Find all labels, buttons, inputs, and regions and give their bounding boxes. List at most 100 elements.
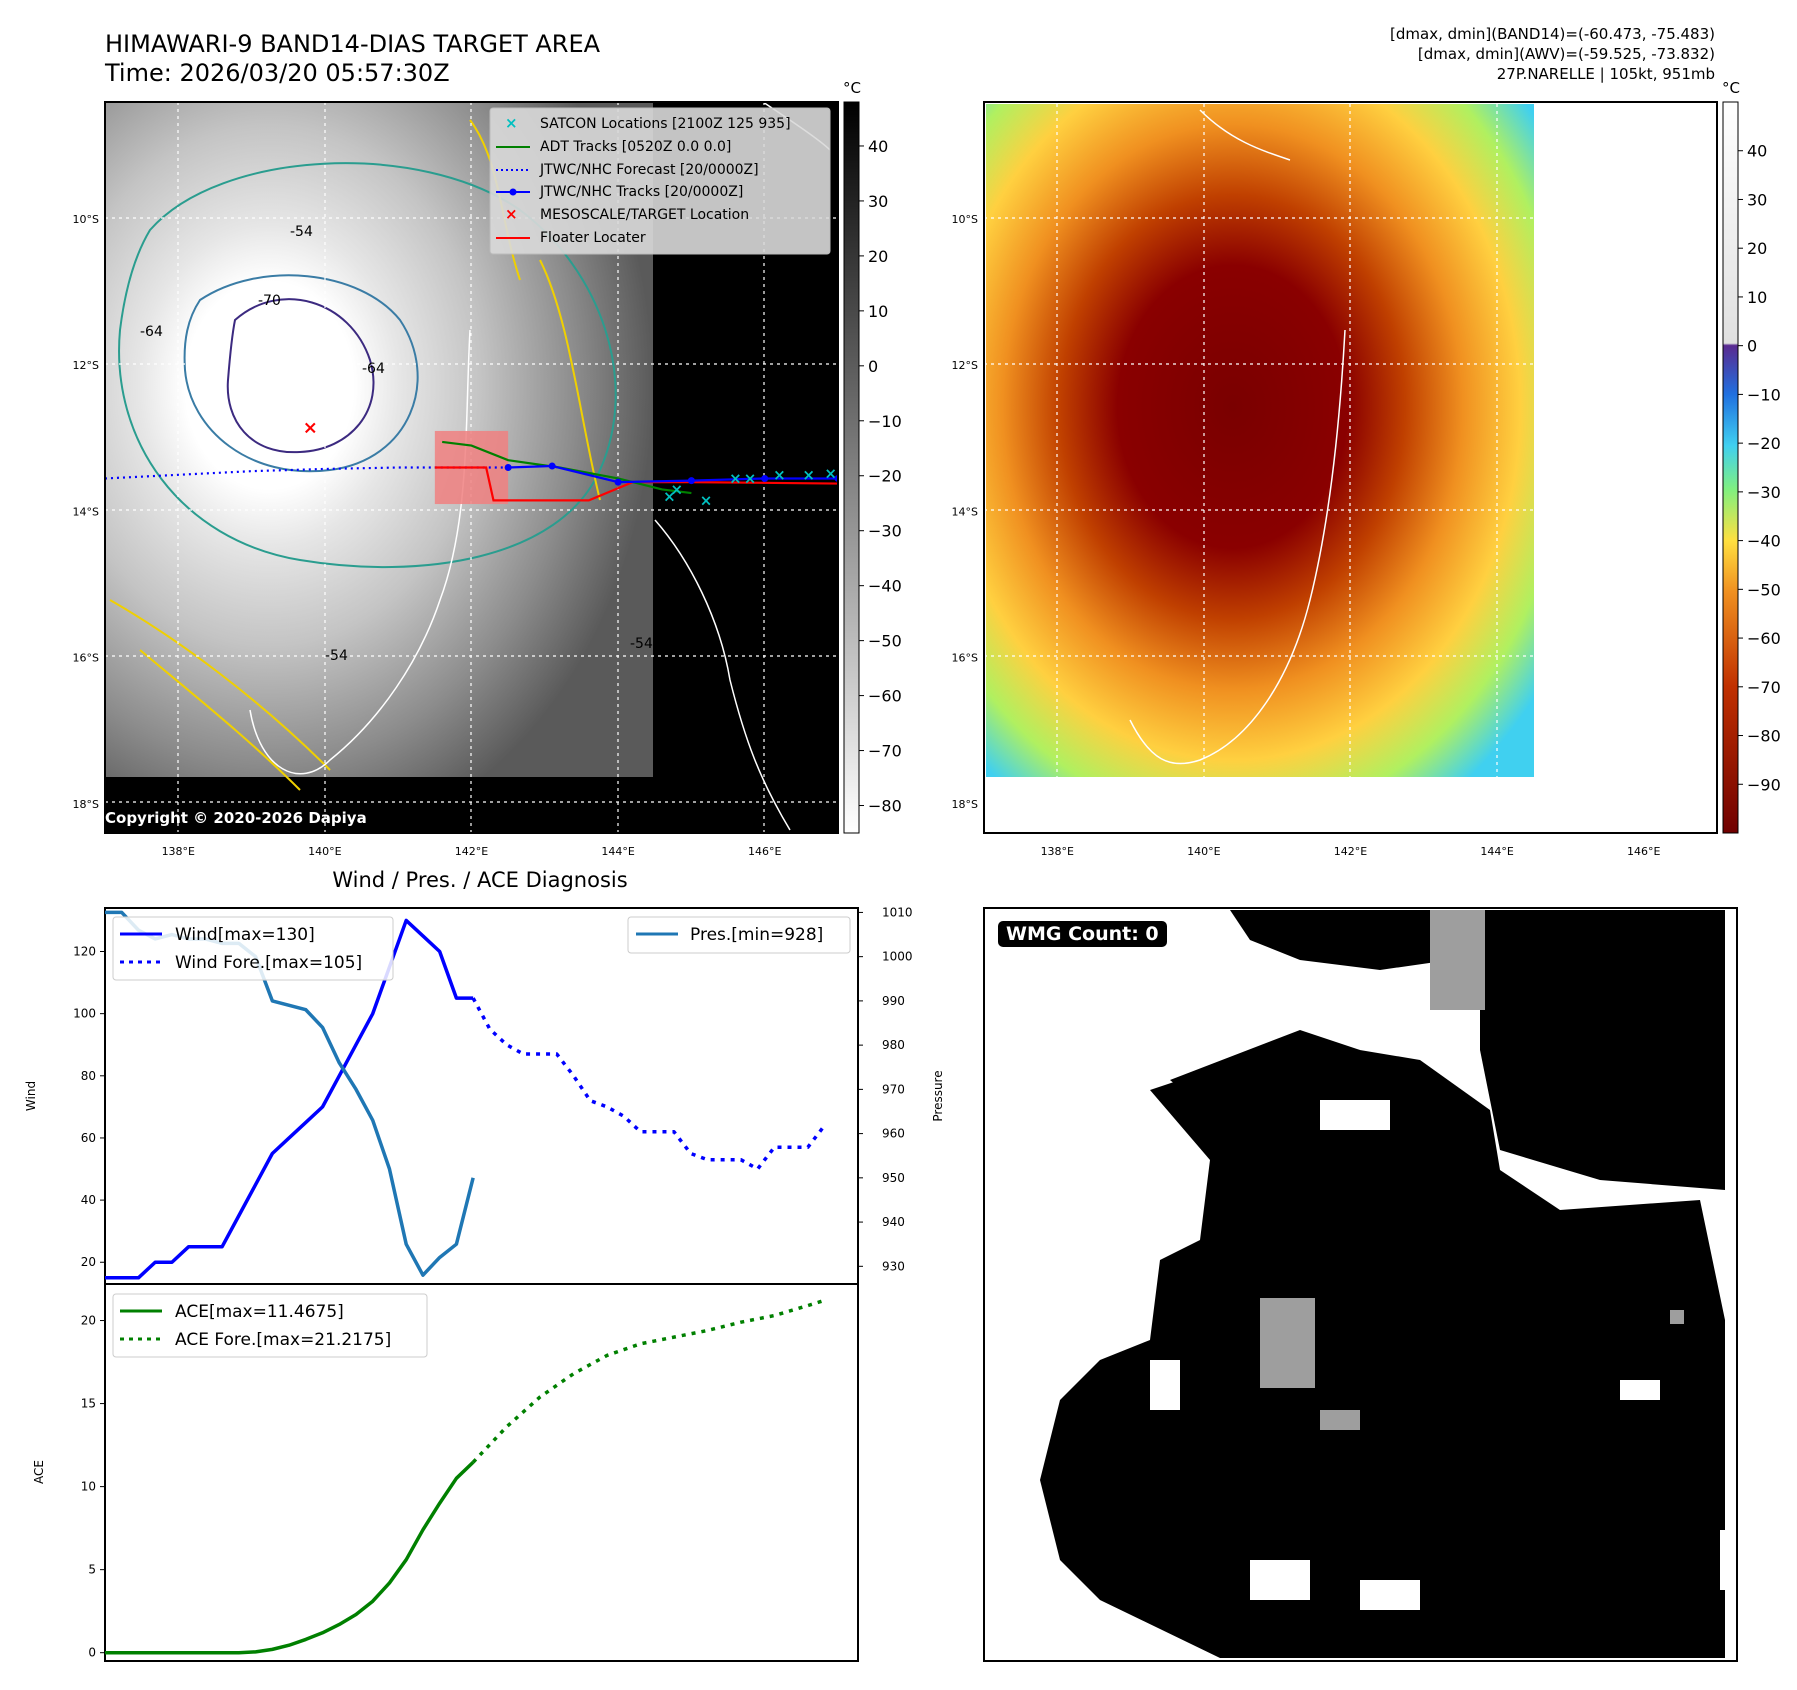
y-tick-label: 20 xyxy=(81,1255,96,1269)
wmg-mask xyxy=(1040,910,1725,1658)
awv-imagery xyxy=(986,104,1534,777)
legend-forecast: JTWC/NHC Forecast [20/0000Z] xyxy=(539,162,759,178)
awv-coastline xyxy=(1129,109,1346,765)
pressure-legend: Pres.[min=928] xyxy=(627,916,851,954)
band14-colorbar-label: 10 xyxy=(868,302,888,321)
y-tick-label: 40 xyxy=(81,1193,96,1207)
storm-info: 27P.NARELLE | 105kt, 951mb xyxy=(1497,65,1715,83)
awv-lon-label: 146°E xyxy=(1627,845,1660,858)
awv-colorbar-label: 40 xyxy=(1747,142,1767,161)
band14-lon-label: 140°E xyxy=(308,845,341,858)
ace-fore-legend-label: ACE Fore.[max=21.2175] xyxy=(175,1330,391,1350)
contour-label-5: -64 xyxy=(140,324,163,340)
ace-legend-label: ACE[max=11.4675] xyxy=(175,1302,344,1322)
satcon-marker: × xyxy=(744,469,757,487)
band14-colorbar-label: −60 xyxy=(868,687,902,706)
series-line-0 xyxy=(105,918,474,1280)
legend-adt: ADT Tracks [0520Z 0.0 0.0] xyxy=(540,139,731,155)
awv-lon-label: 140°E xyxy=(1187,845,1220,858)
awv-colorbar-label: 20 xyxy=(1747,239,1767,258)
y-right-tick-label: 980 xyxy=(882,1038,905,1052)
wind-legend: Wind[max=130] Wind Fore.[max=105] xyxy=(112,916,394,981)
contour-outer xyxy=(118,162,617,569)
jtwc-track xyxy=(508,464,838,484)
contour-yellow-sw xyxy=(109,599,331,791)
satcon-marker: × xyxy=(670,480,683,498)
y-right-tick-label: 950 xyxy=(882,1171,905,1185)
band14-colorbar xyxy=(843,101,860,834)
awv-colorbar-label: −30 xyxy=(1747,483,1781,502)
satcon-marker: × xyxy=(700,491,713,509)
band14-colorbar-label: 40 xyxy=(868,137,888,156)
ace-legend: ACE[max=11.4675] ACE Fore.[max=21.2175] xyxy=(112,1293,428,1358)
awv-colorbar-label: 30 xyxy=(1747,190,1767,209)
band14-colorbar-label: −50 xyxy=(868,632,902,651)
satcon-marker: × xyxy=(773,466,786,484)
jtwc-track-point xyxy=(504,464,512,471)
awv-lat-label: 18°S xyxy=(952,798,978,811)
jtwc-track-point xyxy=(548,462,556,470)
awv-colorbar-label: −60 xyxy=(1747,629,1781,648)
y-right-tick-label: 970 xyxy=(882,1082,905,1096)
band14-colorbar-label: −40 xyxy=(868,577,902,596)
band14-colorbar-label: −10 xyxy=(868,412,902,431)
awv-colorbar-label: −20 xyxy=(1747,434,1781,453)
band14-lat-label: 14°S xyxy=(73,505,99,518)
contour-label-4: -54 xyxy=(630,636,653,652)
legend-tracks: JTWC/NHC Tracks [20/0000Z] xyxy=(539,184,743,200)
awv-colorbar-label: −10 xyxy=(1747,385,1781,404)
copyright-label: Copyright © 2020-2026 Dapiya xyxy=(105,809,367,827)
contour-label-1: -54 xyxy=(290,224,313,240)
legend-target: MESOSCALE/TARGET Location xyxy=(540,207,749,223)
figure-time: Time: 2026/03/20 05:57:30Z xyxy=(104,59,450,87)
y-tick-label: 80 xyxy=(81,1069,96,1083)
contour-label-2: -64 xyxy=(362,361,385,377)
awv-lat-label: 10°S xyxy=(952,213,978,226)
band14-map-panel: ××× × × ×××× -54 -64 -70 -54 -64 -54 × SATC… xyxy=(73,79,902,858)
band14-lon-label: 144°E xyxy=(601,845,634,858)
awv-colorbar-label: −70 xyxy=(1747,678,1781,697)
satcon-marker: × xyxy=(729,469,742,487)
band14-lon-label: 138°E xyxy=(162,845,195,858)
band14-colorbar-label: 20 xyxy=(868,247,888,266)
y-tick-label: 10 xyxy=(81,1480,96,1494)
jtwc-track-point xyxy=(614,478,622,486)
band14-stats: [dmax, dmin](BAND14)=(-60.473, -75.483) xyxy=(1390,25,1715,43)
awv-colorbar-label: 0 xyxy=(1747,337,1757,356)
awv-lat-label: 14°S xyxy=(952,505,978,518)
pressure-legend-label: Pres.[min=928] xyxy=(690,925,823,945)
band14-colorbar-unit: °C xyxy=(843,79,861,97)
band14-lat-label: 18°S xyxy=(73,798,99,811)
awv-colorbar-label: 10 xyxy=(1747,288,1767,307)
contour-label-3: -70 xyxy=(258,293,281,309)
contour-label-6: -54 xyxy=(325,648,348,664)
band14-colorbar-label: 30 xyxy=(868,192,888,211)
awv-stats: [dmax, dmin](AWV)=(-59.525, -73.832) xyxy=(1418,45,1715,63)
awv-lon-label: 138°E xyxy=(1041,845,1074,858)
ace-ylabel: ACE xyxy=(32,1460,46,1484)
jtwc-track-point xyxy=(687,477,695,485)
y-tick-label: 120 xyxy=(73,945,96,959)
y-tick-label: 0 xyxy=(88,1646,96,1660)
band14-lon-label: 146°E xyxy=(748,845,781,858)
y-tick-label: 20 xyxy=(81,1314,96,1328)
contour-mid xyxy=(183,274,419,473)
y-right-tick-label: 1000 xyxy=(882,950,913,964)
awv-colorbar-label: −40 xyxy=(1747,532,1781,551)
wind-ylabel: Wind xyxy=(24,1081,38,1111)
wind-fore-legend-label: Wind Fore.[max=105] xyxy=(175,953,362,973)
y-right-tick-label: 990 xyxy=(882,994,905,1008)
series-line-1 xyxy=(471,1298,826,1464)
y-right-tick-label: 960 xyxy=(882,1127,905,1141)
awv-colorbar-unit: °C xyxy=(1722,79,1740,97)
satcon-marker: × xyxy=(802,466,815,484)
wmg-holes xyxy=(1150,1100,1737,1610)
band14-lon-label: 142°E xyxy=(455,845,488,858)
target-marker: × xyxy=(303,417,318,438)
jtwc-track-point xyxy=(761,474,769,482)
awv-lat-label: 12°S xyxy=(952,359,978,372)
awv-lon-label: 142°E xyxy=(1334,845,1367,858)
intensity-title: Wind / Pres. / ACE Diagnosis xyxy=(332,868,627,892)
y-tick-label: 100 xyxy=(73,1007,96,1021)
figure-title: HIMAWARI-9 BAND14-DIAS TARGET AREA xyxy=(105,30,601,58)
